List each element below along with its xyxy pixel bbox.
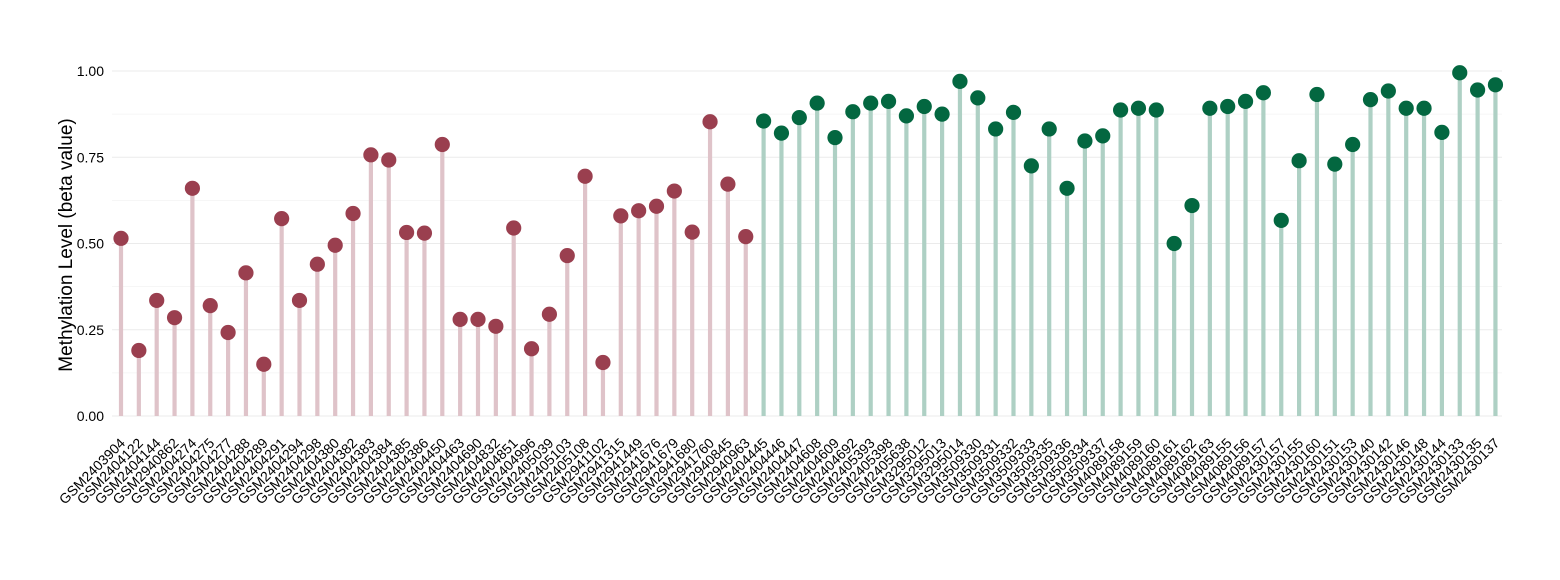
lollipop-point bbox=[381, 152, 397, 168]
lollipop-point bbox=[613, 208, 629, 224]
lollipop-point bbox=[1148, 102, 1164, 118]
x-axis: GSM2403904GSM2404122GSM2404144GSM2940862… bbox=[56, 435, 1503, 508]
lollipop-point bbox=[684, 224, 700, 240]
lollipop-point bbox=[202, 298, 218, 314]
lollipop-point bbox=[1416, 100, 1432, 116]
lollipop-point bbox=[666, 183, 682, 199]
lollipop-point bbox=[1291, 153, 1307, 169]
y-axis-title: Methylation Level (beta value) bbox=[56, 118, 77, 371]
lollipop-point bbox=[416, 225, 433, 241]
lollipop-point bbox=[506, 220, 522, 236]
lollipop-points bbox=[113, 65, 1504, 372]
lollipop-point bbox=[577, 168, 593, 184]
lollipop-point bbox=[363, 147, 379, 163]
lollipop-point bbox=[327, 237, 343, 253]
lollipop-point bbox=[1166, 235, 1182, 252]
lollipop-point bbox=[1077, 133, 1093, 149]
lollipop-point bbox=[773, 125, 790, 141]
lollipop-point bbox=[1130, 100, 1147, 116]
lollipop-point bbox=[1202, 100, 1218, 116]
lollipop-point bbox=[791, 109, 807, 126]
lollipop-point bbox=[1184, 197, 1200, 214]
lollipop-point bbox=[702, 114, 718, 130]
lollipop-point bbox=[738, 229, 754, 245]
lollipop-point bbox=[470, 311, 486, 327]
lollipop-point bbox=[1327, 156, 1343, 172]
y-tick-label: 0.50 bbox=[77, 236, 104, 252]
lollipop-point bbox=[1041, 121, 1057, 137]
lollipop-point bbox=[1345, 136, 1361, 153]
lollipop-point bbox=[184, 180, 200, 196]
lollipop-point bbox=[809, 95, 825, 111]
lollipop-point bbox=[1095, 128, 1111, 144]
lollipop-point bbox=[1487, 77, 1504, 93]
lollipop-point bbox=[131, 342, 147, 359]
lollipop-point bbox=[916, 98, 932, 115]
lollipop-point bbox=[434, 136, 450, 153]
y-tick-label: 1.00 bbox=[77, 63, 104, 79]
lollipop-point bbox=[1023, 158, 1039, 174]
lollipop-point bbox=[1398, 100, 1414, 116]
lollipop-point bbox=[631, 203, 647, 219]
lollipop-point bbox=[1434, 124, 1450, 141]
lollipop-point bbox=[1452, 65, 1468, 81]
lollipop-point bbox=[1362, 92, 1379, 108]
lollipop-point bbox=[934, 106, 950, 122]
y-tick-label: 0.00 bbox=[77, 408, 104, 424]
lollipop-point bbox=[1059, 180, 1075, 196]
lollipop-point bbox=[1309, 86, 1325, 103]
lollipop-point bbox=[238, 265, 254, 281]
lollipop-point bbox=[523, 341, 540, 357]
lollipop-point bbox=[756, 113, 772, 129]
lollipop-point bbox=[845, 104, 861, 120]
lollipop-point bbox=[827, 129, 843, 146]
lollipop-point bbox=[291, 292, 308, 309]
lollipop-point bbox=[149, 292, 165, 309]
lollipop-stems bbox=[118, 72, 1498, 416]
lollipop-point bbox=[1113, 102, 1129, 118]
lollipop-point bbox=[970, 90, 986, 106]
lollipop-point bbox=[595, 354, 611, 371]
lollipop-point bbox=[452, 311, 468, 327]
lollipop-point bbox=[880, 93, 897, 109]
lollipop-point bbox=[1005, 104, 1022, 120]
lollipop-point bbox=[863, 95, 879, 111]
lollipop-point bbox=[220, 324, 236, 341]
y-tick-label: 0.25 bbox=[77, 322, 104, 338]
y-axis: 0.00 0.25 0.50 0.75 1.00 bbox=[77, 63, 104, 424]
lollipop-point bbox=[113, 230, 129, 246]
grid-lines bbox=[112, 70, 1502, 417]
y-tick-label: 0.75 bbox=[77, 149, 104, 165]
lollipop-point bbox=[988, 121, 1004, 137]
lollipop-point bbox=[256, 356, 272, 372]
lollipop-point bbox=[1220, 98, 1236, 115]
lollipop-point bbox=[720, 176, 736, 192]
lollipop-point bbox=[952, 73, 968, 89]
lollipop-point bbox=[1237, 93, 1254, 109]
lollipop-point bbox=[345, 205, 361, 222]
lollipop-point bbox=[488, 318, 504, 334]
lollipop-point bbox=[648, 198, 665, 214]
lollipop-point bbox=[559, 247, 575, 264]
lollipop-point bbox=[309, 256, 325, 272]
lollipop-point bbox=[166, 310, 183, 326]
lollipop-point bbox=[274, 211, 290, 227]
lollipop-point bbox=[898, 108, 915, 124]
lollipop-point bbox=[1255, 85, 1271, 101]
lollipop-point bbox=[541, 306, 558, 322]
lollipop-point bbox=[1273, 212, 1289, 228]
lollipop-point bbox=[1470, 82, 1486, 98]
lollipop-point bbox=[1380, 83, 1396, 99]
lollipop-point bbox=[399, 224, 415, 241]
